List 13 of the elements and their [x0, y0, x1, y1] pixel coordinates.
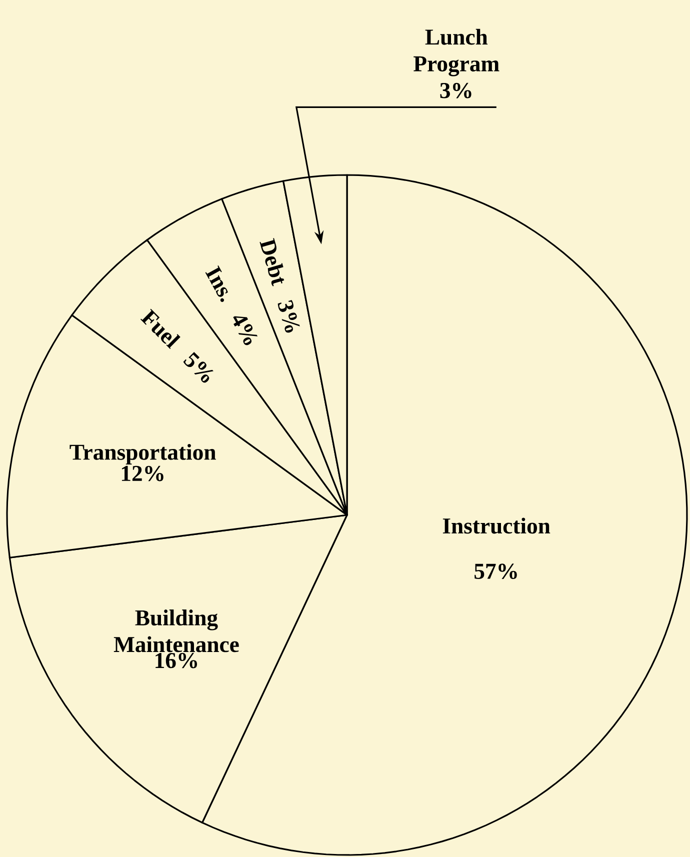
data-label: 3% — [440, 82, 472, 98]
data-label: 4% — [233, 316, 258, 346]
data-label: 12% — [122, 466, 164, 482]
data-label: 57% — [474, 564, 517, 580]
data-label: 3% — [278, 300, 300, 333]
data-label: 5% — [183, 352, 214, 383]
slice-label: Ins. — [205, 265, 228, 302]
data-label: 16% — [156, 652, 197, 668]
slice-label: Debt — [260, 238, 284, 286]
slice-label: Building Maintenance — [114, 610, 239, 652]
slice-label: Lunch Program — [414, 28, 500, 76]
slice-label: Instruction — [442, 518, 550, 534]
slice-label: Transportation — [70, 444, 216, 465]
